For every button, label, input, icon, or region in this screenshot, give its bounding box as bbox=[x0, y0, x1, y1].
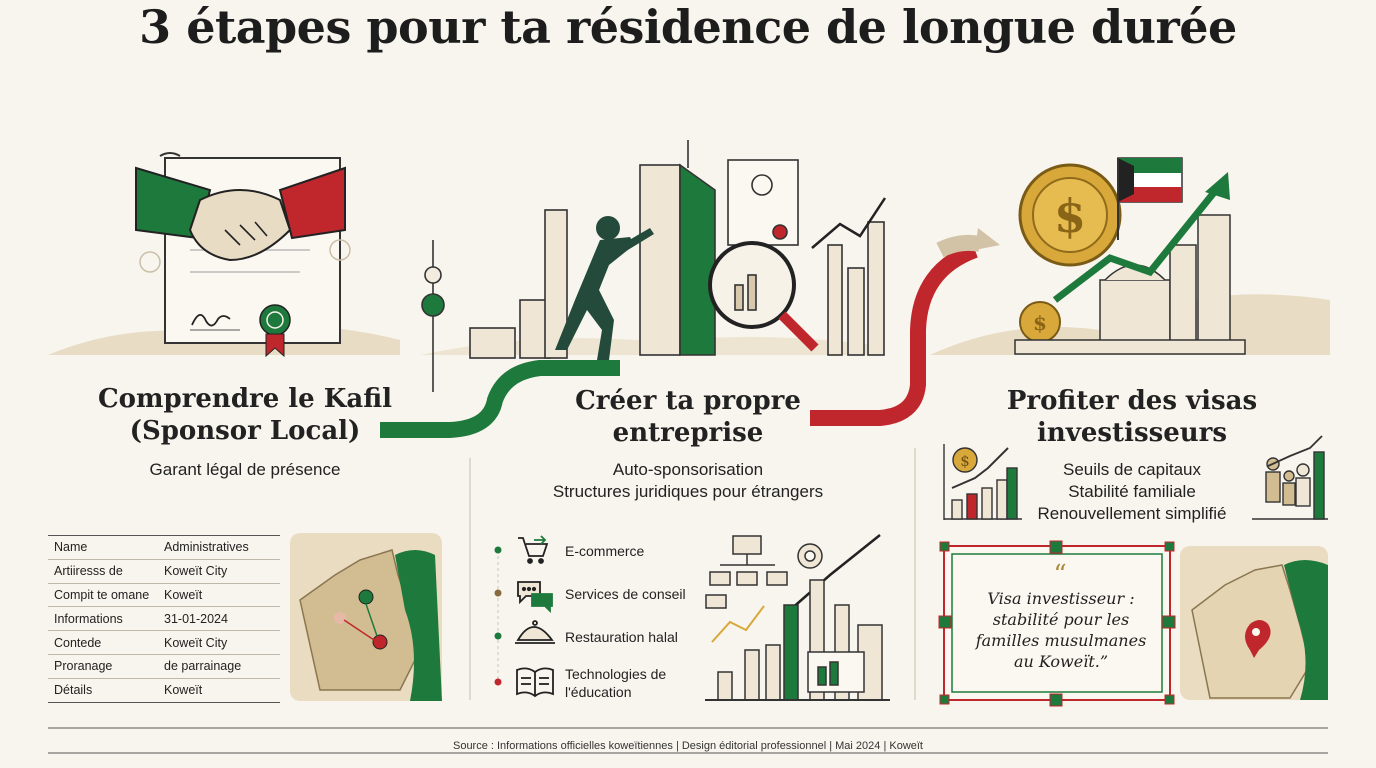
map-kuwait-2 bbox=[1180, 546, 1328, 700]
capital-chart-icon: $ bbox=[943, 444, 1022, 520]
svg-text:$: $ bbox=[1054, 189, 1086, 243]
quote-line: au Koweït.” bbox=[1013, 652, 1109, 671]
service-label: Technologies de bbox=[565, 666, 667, 682]
table-key: Détails bbox=[48, 678, 158, 703]
service-label: E-commerce bbox=[565, 543, 645, 559]
service-item-restauration: Restauration halal bbox=[565, 628, 678, 646]
step1-title-line: (Sponsor Local) bbox=[129, 416, 361, 446]
quote-mark: “ bbox=[1053, 560, 1067, 590]
table-key: Informations bbox=[48, 606, 158, 632]
coins-flag-growth-icon: $ $ bbox=[1014, 157, 1246, 355]
table-key: Artiiresss de bbox=[48, 559, 158, 584]
step2-title-line: entreprise bbox=[612, 418, 764, 448]
svg-text:$: $ bbox=[960, 452, 970, 470]
page-title: 3 étapes pour ta résidence de longue dur… bbox=[139, 0, 1237, 54]
service-label: l'éducation bbox=[565, 684, 632, 700]
step1-title-line: Comprendre le Kafil bbox=[97, 384, 393, 414]
table-value: Administratives bbox=[158, 535, 280, 560]
quote-line: Visa investisseur : bbox=[987, 589, 1135, 608]
quote-line: familles musulmanes bbox=[975, 631, 1147, 650]
table-key: Compit te omane bbox=[48, 583, 158, 608]
table-row: Contede Koweït City bbox=[48, 630, 280, 655]
quote-frame bbox=[938, 540, 1176, 707]
table-row: Compit te omane Koweït bbox=[48, 583, 280, 608]
timeline-dot bbox=[494, 546, 502, 554]
person-pushing-icon bbox=[555, 216, 654, 360]
table-row: Artiiresss de Koweït City bbox=[48, 559, 280, 584]
service-item-ecommerce: E-commerce bbox=[565, 542, 644, 560]
timeline-dot bbox=[494, 632, 502, 640]
cart-icon bbox=[518, 535, 549, 564]
step3-title-line: investisseurs bbox=[1036, 418, 1227, 448]
handshake-document-icon bbox=[135, 152, 351, 358]
step1-subtitle: Garant légal de présence bbox=[95, 459, 395, 481]
business-chart-icon bbox=[705, 534, 890, 701]
step3-subtitle-line: Stabilité familiale bbox=[1068, 482, 1196, 501]
service-label: Services de conseil bbox=[565, 586, 686, 602]
timeline-dot bbox=[494, 589, 502, 597]
table-key: Name bbox=[48, 535, 158, 560]
step1-subtitle-line: Garant légal de présence bbox=[149, 460, 341, 479]
step2-subtitle-line: Auto-sponsorisation bbox=[612, 460, 764, 479]
step3-subtitle: Seuils de capitaux Stabilité familiale R… bbox=[1022, 459, 1242, 525]
table-row: Détails Koweït bbox=[48, 678, 280, 703]
step2-subtitle: Auto-sponsorisation Structures juridique… bbox=[518, 459, 858, 503]
timeline-dot bbox=[494, 678, 502, 686]
trend-arrow bbox=[811, 197, 887, 249]
book-icon bbox=[516, 667, 554, 698]
skyline-person-magnifier-icon bbox=[421, 140, 885, 392]
step2-title: Créer ta propre entreprise bbox=[538, 385, 838, 449]
step1-title: Comprendre le Kafil (Sponsor Local) bbox=[95, 383, 395, 447]
table-row: Name Administratives bbox=[48, 535, 280, 560]
svg-text:$: $ bbox=[1033, 311, 1047, 335]
step3-title: Profiter des visas investisseurs bbox=[982, 385, 1282, 449]
table-value: 31-01-2024 bbox=[158, 606, 280, 632]
map-kuwait-1 bbox=[290, 533, 442, 701]
service-label: Restauration halal bbox=[565, 629, 678, 645]
step3-title-line: Profiter des visas bbox=[1006, 386, 1258, 416]
step2-title-line: Créer ta propre bbox=[575, 386, 801, 416]
table-row: Proranage de parrainage bbox=[48, 654, 280, 679]
footer-source: Source : Informations officielles koweït… bbox=[452, 740, 923, 752]
table-value: Koweït bbox=[158, 583, 280, 608]
service-item-conseil: Services de conseil bbox=[565, 585, 686, 603]
arrow-red bbox=[810, 242, 978, 426]
table-value: Koweït bbox=[158, 678, 280, 703]
details-table: Name Administratives Artiiresss de Koweït … bbox=[48, 535, 280, 703]
step3-subtitle-line: Seuils de capitaux bbox=[1063, 460, 1201, 479]
service-item-edtech: Technologies de l'éducation bbox=[565, 665, 666, 701]
arrow-green bbox=[380, 360, 620, 438]
step3-subtitle-line: Renouvellement simplifié bbox=[1037, 504, 1227, 523]
quote-line: stabilité pour les bbox=[992, 610, 1130, 629]
family-chart-icon bbox=[1252, 435, 1328, 520]
quote-text: Visa investisseur : stabilité pour les f… bbox=[966, 588, 1156, 672]
table-value: Koweït City bbox=[158, 559, 280, 584]
step2-subtitle-line: Structures juridiques pour étrangers bbox=[552, 482, 824, 501]
table-row: Informations 31-01-2024 bbox=[48, 606, 280, 632]
chat-bubbles-icon bbox=[517, 581, 553, 614]
table-value: Koweït City bbox=[158, 630, 280, 655]
table-value: de parrainage bbox=[158, 654, 280, 679]
table-key: Contede bbox=[48, 630, 158, 655]
cloche-icon bbox=[515, 620, 555, 644]
table-key: Proranage bbox=[48, 654, 158, 679]
